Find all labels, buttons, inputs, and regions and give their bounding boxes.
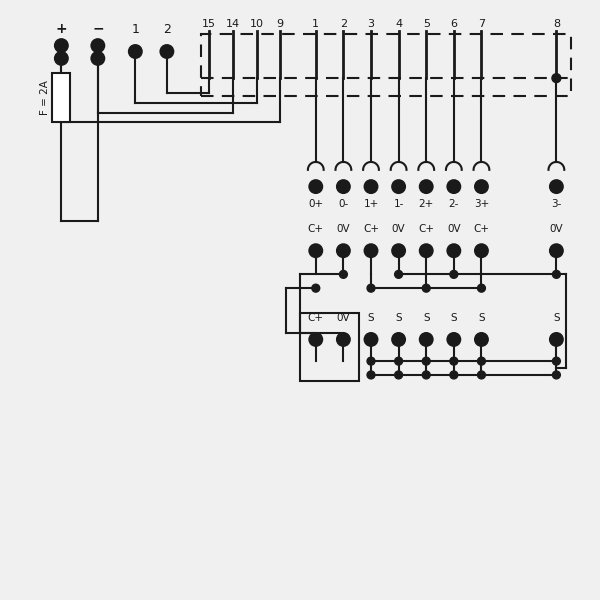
Circle shape: [392, 333, 405, 346]
Circle shape: [395, 371, 403, 379]
Text: C+: C+: [473, 224, 490, 234]
Text: 15: 15: [202, 19, 216, 29]
Text: C+: C+: [363, 224, 379, 234]
Circle shape: [365, 333, 377, 346]
Text: C+: C+: [308, 313, 324, 323]
Text: 5: 5: [423, 19, 430, 29]
Text: 3+: 3+: [474, 199, 489, 209]
Circle shape: [55, 39, 68, 52]
Circle shape: [478, 357, 485, 365]
Text: S: S: [478, 313, 485, 323]
Circle shape: [310, 244, 322, 257]
Text: 0V: 0V: [447, 224, 461, 234]
Circle shape: [422, 371, 430, 379]
Text: 9: 9: [277, 19, 284, 29]
Text: 1: 1: [131, 23, 139, 36]
Text: 6: 6: [451, 19, 457, 29]
Text: 3-: 3-: [551, 199, 562, 209]
Text: 0V: 0V: [337, 224, 350, 234]
Circle shape: [553, 357, 560, 365]
Text: 0V: 0V: [392, 224, 406, 234]
Circle shape: [420, 333, 433, 346]
Circle shape: [478, 371, 485, 379]
Circle shape: [392, 180, 405, 193]
Text: 2-: 2-: [449, 199, 459, 209]
Circle shape: [422, 284, 430, 292]
Circle shape: [450, 371, 458, 379]
Circle shape: [450, 357, 458, 365]
Text: 3: 3: [368, 19, 374, 29]
Circle shape: [422, 357, 430, 365]
Circle shape: [552, 74, 561, 83]
Text: 2+: 2+: [419, 199, 434, 209]
Circle shape: [420, 180, 433, 193]
Circle shape: [367, 371, 375, 379]
Circle shape: [550, 244, 563, 257]
Text: 0V: 0V: [337, 313, 350, 323]
Circle shape: [91, 39, 104, 52]
Circle shape: [553, 271, 560, 278]
Circle shape: [475, 244, 488, 257]
Circle shape: [448, 180, 460, 193]
Circle shape: [392, 244, 405, 257]
Text: 0-: 0-: [338, 199, 349, 209]
Circle shape: [478, 284, 485, 292]
Text: 0V: 0V: [550, 224, 563, 234]
Circle shape: [337, 333, 350, 346]
Text: C+: C+: [418, 224, 434, 234]
Circle shape: [129, 45, 142, 58]
Text: 8: 8: [553, 19, 560, 29]
Circle shape: [367, 357, 375, 365]
Circle shape: [160, 45, 173, 58]
Text: −: −: [92, 22, 104, 36]
Text: 1-: 1-: [394, 199, 404, 209]
Text: 0+: 0+: [308, 199, 323, 209]
Circle shape: [337, 244, 350, 257]
Text: 7: 7: [478, 19, 485, 29]
Circle shape: [475, 180, 488, 193]
Circle shape: [420, 244, 433, 257]
Circle shape: [395, 271, 403, 278]
Text: S: S: [368, 313, 374, 323]
Circle shape: [395, 357, 403, 365]
Circle shape: [448, 244, 460, 257]
Circle shape: [550, 333, 563, 346]
Circle shape: [550, 180, 563, 193]
Text: 4: 4: [395, 19, 402, 29]
Circle shape: [365, 244, 377, 257]
Circle shape: [475, 333, 488, 346]
Text: +: +: [56, 22, 67, 36]
Text: 1: 1: [312, 19, 319, 29]
Circle shape: [340, 271, 347, 278]
Text: C+: C+: [308, 224, 324, 234]
Text: 10: 10: [250, 19, 263, 29]
Circle shape: [55, 52, 68, 65]
Circle shape: [310, 180, 322, 193]
Circle shape: [553, 371, 560, 379]
Text: S: S: [451, 313, 457, 323]
Circle shape: [310, 333, 322, 346]
Circle shape: [367, 284, 375, 292]
Text: S: S: [395, 313, 402, 323]
Text: 2: 2: [340, 19, 347, 29]
Text: 14: 14: [226, 19, 240, 29]
Circle shape: [450, 271, 458, 278]
Circle shape: [365, 180, 377, 193]
Circle shape: [337, 180, 350, 193]
Circle shape: [91, 52, 104, 65]
Text: S: S: [423, 313, 430, 323]
Text: S: S: [553, 313, 560, 323]
Circle shape: [448, 333, 460, 346]
FancyBboxPatch shape: [52, 73, 70, 122]
Text: 2: 2: [163, 23, 171, 36]
Text: F = 2A: F = 2A: [40, 80, 50, 115]
Text: 1+: 1+: [364, 199, 379, 209]
Circle shape: [312, 284, 320, 292]
